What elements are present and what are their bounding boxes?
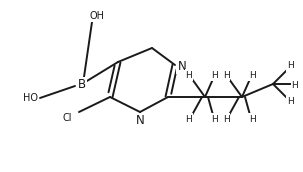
Text: H: H [223,71,229,79]
Text: H: H [291,80,298,89]
Text: H: H [186,71,192,79]
Text: H: H [186,115,192,123]
Text: H: H [287,62,293,71]
Text: N: N [136,115,144,127]
Text: HO: HO [22,93,38,103]
Text: H: H [249,71,255,79]
Text: OH: OH [89,11,105,21]
Text: H: H [223,115,229,123]
Text: H: H [211,71,218,79]
Text: N: N [178,60,186,73]
Text: Cl: Cl [62,113,72,123]
Text: B: B [78,78,86,90]
Text: H: H [211,115,218,123]
Text: H: H [249,115,255,123]
Text: H: H [287,98,293,106]
